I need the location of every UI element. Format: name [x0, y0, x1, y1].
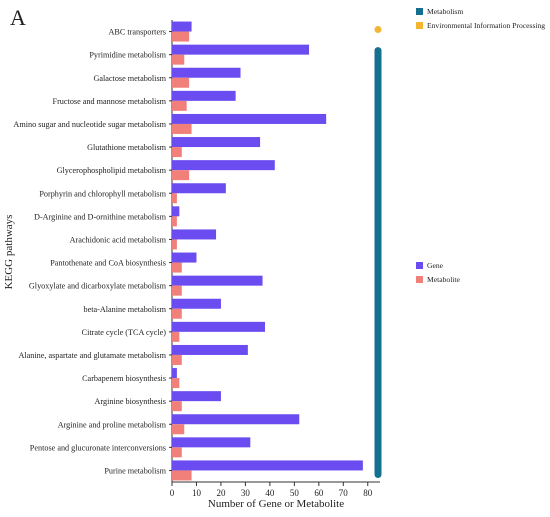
x-tick-label: 80: [363, 488, 373, 498]
bar-gene: [172, 137, 261, 148]
x-axis-label: Number of Gene or Metabolite: [208, 498, 344, 510]
y-tick-label: Glycerophospholipid metabolism: [57, 166, 167, 175]
y-axis-label: KEGG pathways: [3, 215, 15, 290]
bar-metabolite: [172, 262, 182, 273]
bar-metabolite: [172, 378, 180, 389]
category-group-indicators: [374, 26, 382, 478]
y-tick-label: Arginine and proline metabolism: [58, 420, 167, 429]
bar-metabolite: [172, 77, 190, 88]
bar-metabolite: [172, 308, 182, 319]
bar-gene: [172, 391, 221, 402]
bar-gene: [172, 368, 177, 379]
bar-gene: [172, 113, 327, 124]
category-legend-label: Environmental Information Processing: [427, 21, 545, 30]
category-legend-swatch: [416, 8, 423, 15]
bar-gene: [172, 298, 221, 309]
bar-metabolite: [172, 424, 185, 435]
y-tick-label: Citrate cycle (TCA cycle): [82, 328, 167, 337]
bar-metabolite: [172, 147, 182, 158]
bar-gene: [172, 321, 265, 332]
y-tick-label: ABC transporters: [108, 28, 166, 37]
y-tick-label: Pyrimidine metabolism: [89, 51, 166, 60]
bar-metabolite: [172, 447, 182, 458]
x-tick-label: 20: [216, 488, 226, 498]
y-tick-label: Fructose and mannose metabolism: [53, 97, 167, 106]
panel-label: A: [10, 5, 26, 30]
y-tick-label: Galactose metabolism: [93, 74, 166, 83]
bars-group: [172, 21, 363, 481]
y-tick-label: Carbapenem biosynthesis: [82, 374, 166, 383]
y-tick-label: Arginine biosynthesis: [95, 397, 167, 406]
y-tick-label: D-Arginine and D-ornithine metabolism: [34, 212, 167, 221]
bar-metabolite: [172, 401, 182, 412]
bar-metabolite: [172, 193, 177, 204]
x-tick-label: 10: [192, 488, 202, 498]
bar-metabolite: [172, 239, 177, 250]
bar-metabolite: [172, 285, 182, 296]
bar-gene: [172, 160, 275, 171]
bar-legend-label: Metabolite: [427, 275, 461, 284]
category-labels-group: ABC transporters Pyrimidine metabolism Gal…: [13, 28, 172, 475]
bar-legend-swatch: [416, 262, 423, 269]
bar-gene: [172, 67, 241, 78]
category-legend-label: Metabolism: [427, 7, 463, 16]
group-indicator-metabolism: [374, 47, 382, 478]
bar-gene: [172, 460, 363, 471]
y-tick-label: Porphyrin and chlorophyll metabolism: [39, 189, 166, 198]
y-tick-label: Glyoxylate and dicarboxylate metabolism: [29, 282, 167, 291]
bar-gene: [172, 90, 236, 101]
bar-metabolite: [172, 123, 192, 134]
legends-group: Metabolism Environmental Information Proc…: [416, 7, 545, 284]
bar-gene: [172, 275, 263, 286]
bar-gene: [172, 229, 217, 240]
x-tick-label: 70: [339, 488, 349, 498]
bar-gene: [172, 44, 310, 55]
bar-gene: [172, 437, 251, 448]
bar-gene: [172, 414, 300, 425]
bar-gene: [172, 344, 248, 355]
bar-gene: [172, 21, 192, 32]
x-tick-label: 30: [241, 488, 251, 498]
bar-metabolite: [172, 54, 185, 65]
bar-metabolite: [172, 170, 190, 181]
x-tick-label: 50: [290, 488, 300, 498]
y-tick-label: beta-Alanine metabolism: [83, 305, 166, 314]
y-tick-label: Amino sugar and nucleotide sugar metabol…: [13, 120, 166, 129]
x-tick-label: 0: [170, 488, 175, 498]
x-tick-label: 40: [265, 488, 275, 498]
bar-gene: [172, 183, 226, 194]
y-tick-label: Glutathione metabolism: [87, 143, 167, 152]
x-ticks-group: 0 10 20 30 40 50 60 70 80: [170, 482, 373, 498]
y-tick-label: Pentose and glucuronate interconversions: [30, 443, 166, 452]
axes-group: [171, 20, 380, 483]
bar-gene: [172, 206, 180, 217]
bar-metabolite: [172, 331, 180, 342]
bar-legend-swatch: [416, 276, 423, 283]
category-legend-swatch: [416, 22, 423, 29]
bar-metabolite: [172, 216, 177, 227]
y-tick-label: Alanine, aspartate and glutamate metabol…: [18, 351, 166, 360]
bar-legend-label: Gene: [427, 261, 444, 270]
bar-metabolite: [172, 100, 187, 111]
y-tick-label: Pantothenate and CoA biosynthesis: [50, 259, 166, 268]
y-tick-label: Arachidonic acid metabolism: [70, 235, 167, 244]
y-tick-label: Purine metabolism: [104, 466, 166, 475]
bar-metabolite: [172, 470, 192, 481]
bar-metabolite: [172, 354, 182, 365]
group-indicator-environmental: [374, 26, 382, 34]
bar-gene: [172, 252, 197, 263]
x-tick-label: 60: [314, 488, 324, 498]
bar-metabolite: [172, 31, 190, 42]
